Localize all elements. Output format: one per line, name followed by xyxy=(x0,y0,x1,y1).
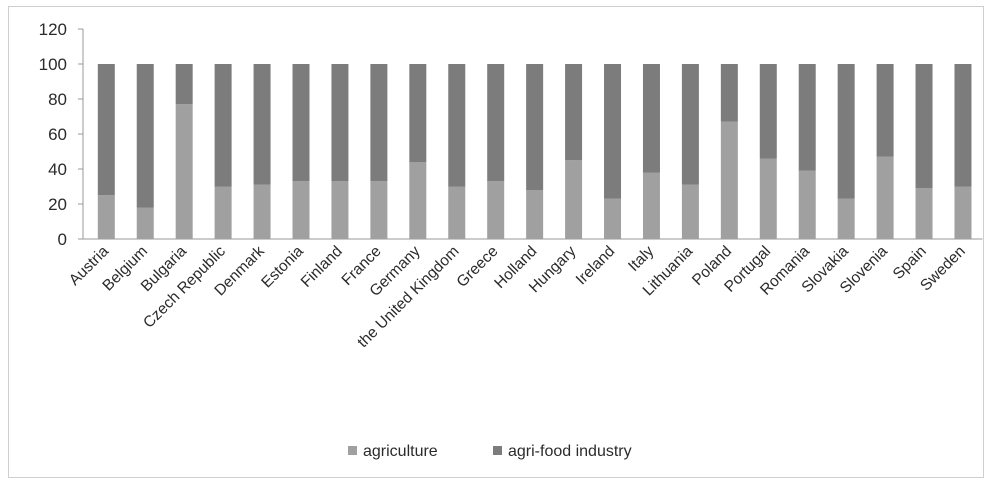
bar-agriculture xyxy=(604,198,622,239)
bar-agri-food-industry xyxy=(720,64,738,122)
bar-agri-food-industry xyxy=(565,64,583,161)
bars xyxy=(97,64,972,239)
bar-agriculture xyxy=(331,181,349,239)
y-tick-label: 60 xyxy=(48,125,67,144)
bar-agriculture xyxy=(876,156,894,239)
bar-agriculture xyxy=(954,186,972,239)
bar-agriculture xyxy=(642,172,660,239)
bar-agriculture xyxy=(97,195,115,239)
bar-agri-food-industry xyxy=(136,64,154,208)
bar-agri-food-industry xyxy=(876,64,894,157)
y-tick-label: 40 xyxy=(48,160,67,179)
y-tick-label: 120 xyxy=(39,20,67,39)
x-category-label: Ireland xyxy=(573,243,619,289)
bar-agri-food-industry xyxy=(409,64,427,162)
bar-agri-food-industry xyxy=(642,64,660,173)
bar-agri-food-industry xyxy=(604,64,622,199)
bar-agri-food-industry xyxy=(97,64,115,196)
bar-agri-food-industry xyxy=(331,64,349,182)
bar-agriculture xyxy=(798,170,816,239)
bar-agri-food-industry xyxy=(370,64,388,182)
bar-agriculture xyxy=(214,186,232,239)
bar-agriculture xyxy=(292,181,310,239)
bar-agri-food-industry xyxy=(759,64,777,159)
x-category-label: Finland xyxy=(298,243,346,291)
bar-agriculture xyxy=(837,198,855,239)
y-axis: 0 20 40 60 80 100 120 xyxy=(39,20,983,249)
bar-agriculture xyxy=(681,184,699,239)
bar-agriculture xyxy=(253,184,271,239)
bar-agri-food-industry xyxy=(175,64,193,105)
bar-agriculture xyxy=(526,190,544,239)
x-category-label: Italy xyxy=(625,243,657,275)
bar-agriculture xyxy=(759,158,777,239)
bar-agri-food-industry xyxy=(798,64,816,171)
bar-agri-food-industry xyxy=(292,64,310,182)
bar-agri-food-industry xyxy=(915,64,933,189)
bar-agri-food-industry xyxy=(487,64,505,182)
legend-label: agriculture xyxy=(363,443,438,460)
bar-agri-food-industry xyxy=(681,64,699,185)
legend: agriculture agri-food industry xyxy=(348,443,632,460)
y-tick-label: 80 xyxy=(48,90,67,109)
x-category-label: Estonia xyxy=(258,243,307,292)
bar-agriculture xyxy=(175,104,193,239)
bar-agri-food-industry xyxy=(448,64,466,187)
legend-label: agri-food industry xyxy=(508,443,632,460)
y-tick-label: 100 xyxy=(39,55,67,74)
bar-agriculture xyxy=(720,121,738,239)
bar-agri-food-industry xyxy=(214,64,232,187)
bar-agriculture xyxy=(370,181,388,239)
bar-agri-food-industry xyxy=(954,64,972,187)
legend-swatch xyxy=(493,446,502,455)
bar-agriculture xyxy=(448,186,466,239)
bar-agriculture xyxy=(409,162,427,239)
y-tick-label: 0 xyxy=(58,230,67,249)
bar-agri-food-industry xyxy=(526,64,544,190)
bar-agriculture xyxy=(915,188,933,239)
bar-agri-food-industry xyxy=(837,64,855,199)
bar-agriculture xyxy=(136,207,154,239)
bar-agriculture xyxy=(487,181,505,239)
legend-swatch xyxy=(348,446,357,455)
bar-agriculture xyxy=(565,160,583,239)
y-tick-label: 20 xyxy=(48,195,67,214)
bar-agri-food-industry xyxy=(253,64,271,185)
